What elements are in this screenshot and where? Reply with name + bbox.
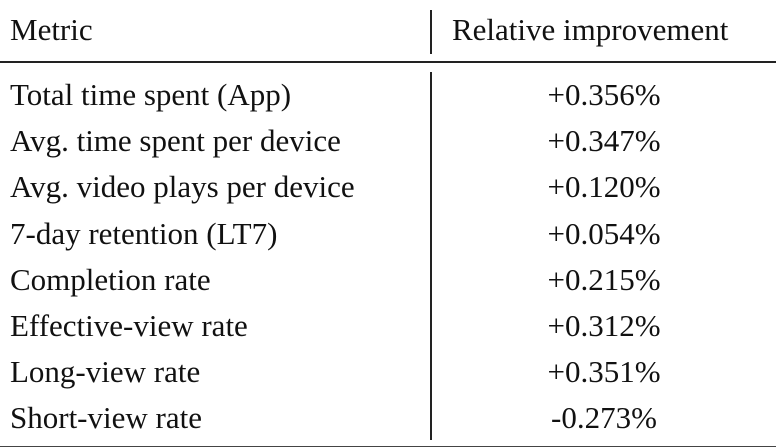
value-cell: +0.215% xyxy=(547,261,661,297)
table-row: Avg. video plays per device +0.120% xyxy=(0,164,776,210)
metric-cell: Avg. time spent per device xyxy=(10,123,341,159)
table-row: Long-view rate +0.351% xyxy=(0,349,776,395)
value-cell: +0.356% xyxy=(547,77,661,112)
value-cell: +0.120% xyxy=(547,169,661,205)
metric-cell: Short-view rate xyxy=(10,400,202,436)
metric-cell: 7-day retention (LT7) xyxy=(10,215,278,251)
header-relative-improvement: Relative improvement xyxy=(452,12,729,47)
value-cell: +0.054% xyxy=(547,215,661,251)
value-cell: +0.312% xyxy=(547,307,661,343)
value-cell: +0.347% xyxy=(547,123,661,159)
table-body: Total time spent (App) +0.356% Avg. time… xyxy=(0,72,776,442)
header-metric: Metric xyxy=(10,12,93,47)
table-row: Avg. time spent per device +0.347% xyxy=(0,118,776,164)
metric-cell: Avg. video plays per device xyxy=(10,169,355,205)
table-row: Effective-view rate +0.312% xyxy=(0,303,776,349)
table-row: 7-day retention (LT7) +0.054% xyxy=(0,211,776,257)
table-row: Completion rate +0.215% xyxy=(0,257,776,303)
header-rule xyxy=(0,61,776,63)
metric-cell: Long-view rate xyxy=(10,354,201,390)
table-row: Short-view rate -0.273% xyxy=(0,395,776,441)
value-cell: -0.273% xyxy=(551,400,657,436)
header-column-divider xyxy=(430,10,432,54)
metric-cell: Total time spent (App) xyxy=(10,77,292,112)
metric-cell: Effective-view rate xyxy=(10,307,248,343)
metric-cell: Completion rate xyxy=(10,261,211,297)
bottom-rule xyxy=(0,446,776,447)
table-row: Total time spent (App) +0.356% xyxy=(0,72,776,118)
value-cell: +0.351% xyxy=(547,354,661,390)
body-column-divider xyxy=(430,72,432,440)
